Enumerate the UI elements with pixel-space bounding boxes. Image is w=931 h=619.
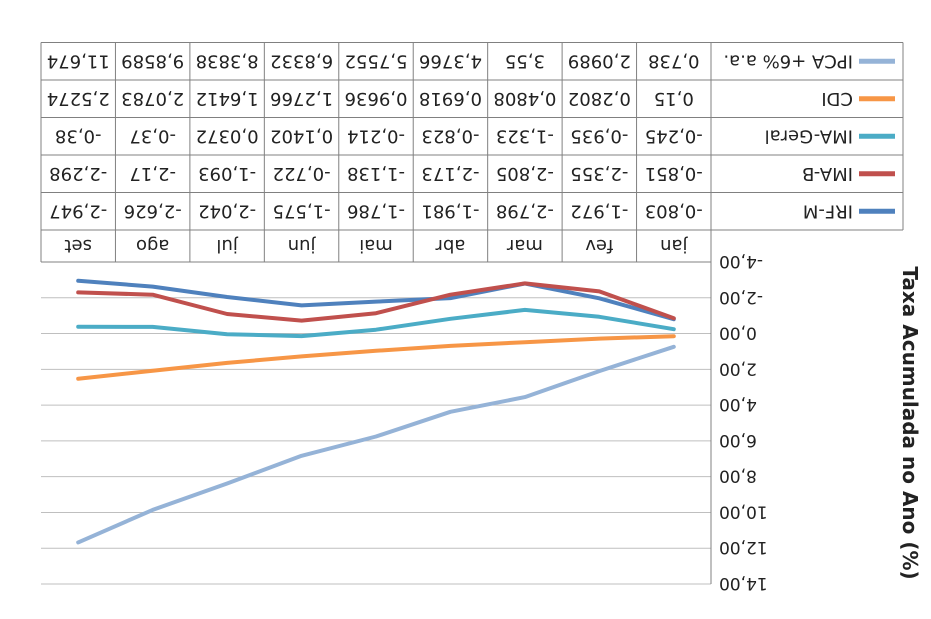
series-name: IRF-M — [803, 200, 853, 221]
series-name: IMA-Geral — [765, 125, 853, 146]
y-tick-label: -2,00 — [719, 287, 763, 307]
table-value: 6,8332 — [270, 50, 333, 71]
table-value: -1,972 — [570, 200, 628, 221]
category-header: set — [64, 235, 92, 256]
table-value: 0,0372 — [196, 125, 259, 146]
table-value: -0,823 — [421, 125, 479, 146]
series-name: CDI — [821, 88, 853, 109]
table-value: -2,798 — [496, 200, 554, 221]
series-name: IPCA +6% a.a. — [723, 50, 853, 71]
y-tick-label: 2,00 — [719, 358, 757, 378]
table-value: 2,5274 — [47, 88, 110, 109]
table-value: -0,37 — [129, 125, 176, 146]
table-value: -1,981 — [421, 200, 479, 221]
table-value: 2,0783 — [121, 88, 184, 109]
table-value: -2,805 — [496, 163, 554, 184]
series-line-cdi — [76, 334, 676, 381]
category-header: mai — [359, 235, 393, 256]
category-header: jan — [660, 235, 688, 256]
table-value: -1,575 — [273, 200, 331, 221]
series-line-ima-b — [76, 281, 676, 323]
table-value: 9,8589 — [121, 50, 184, 71]
table-value: 0,6918 — [419, 88, 482, 109]
series-line-irf-m — [76, 278, 676, 322]
table-value: -2,355 — [570, 163, 628, 184]
category-header: jun — [288, 235, 317, 256]
table-value: -2,042 — [198, 200, 256, 221]
table-value: -0,803 — [645, 200, 703, 221]
table-value: -1,786 — [347, 200, 405, 221]
table-value: -0,245 — [645, 125, 703, 146]
table-value: -0,38 — [55, 125, 102, 146]
table-value: 1,6412 — [196, 88, 259, 109]
table-value: 0,9636 — [345, 88, 408, 109]
table-value: -0,214 — [347, 125, 405, 146]
y-tick-label: 8,00 — [719, 466, 757, 486]
y-axis-title: Taxa Acumulada no Ano (%) — [898, 266, 922, 579]
table-value: 8,3838 — [196, 50, 259, 71]
y-tick-label: 14,00 — [719, 573, 768, 593]
y-tick-label: 4,00 — [719, 394, 757, 414]
table-value: 0,15 — [654, 88, 694, 109]
table-value: 3,55 — [505, 50, 545, 71]
category-header: jul — [216, 235, 238, 256]
table-value: -0,851 — [645, 163, 703, 184]
table-value: 1,2766 — [270, 88, 333, 109]
category-header: mar — [506, 235, 543, 256]
table-value: 0,738 — [648, 50, 700, 71]
category-header: fev — [585, 235, 613, 256]
series-line-ima-geral — [76, 307, 676, 339]
table-value: -1,323 — [496, 125, 554, 146]
y-tick-label: 0,00 — [719, 323, 757, 343]
y-tick-label: 6,00 — [719, 430, 757, 450]
table-value: 0,1402 — [270, 125, 333, 146]
series-name: IMA-B — [802, 163, 853, 184]
table-value: 11,674 — [47, 50, 110, 71]
table-value: -2,173 — [421, 163, 479, 184]
y-tick-label: 10,00 — [719, 501, 768, 521]
table-value: 4,3766 — [419, 50, 482, 71]
table-value: -2,298 — [49, 163, 107, 184]
table-value: 0,2802 — [568, 88, 631, 109]
table-value: -2,947 — [49, 200, 107, 221]
category-header: ago — [136, 235, 169, 256]
y-tick-label: 12,00 — [719, 537, 768, 557]
table-value: -0,935 — [570, 125, 628, 146]
table-value: 5,7552 — [345, 50, 408, 71]
category-header: abr — [435, 235, 465, 256]
table-value: -1,138 — [347, 163, 405, 184]
table-value: 2,0989 — [568, 50, 631, 71]
table-value: -2,17 — [129, 163, 176, 184]
table-value: -2,626 — [124, 200, 182, 221]
table-value: -1,093 — [198, 163, 256, 184]
y-tick-label: -4,00 — [719, 251, 763, 271]
series-line-ipca-6-a-a- — [76, 344, 676, 545]
table-value: -0,722 — [273, 163, 331, 184]
table-value: 0,4808 — [493, 88, 556, 109]
